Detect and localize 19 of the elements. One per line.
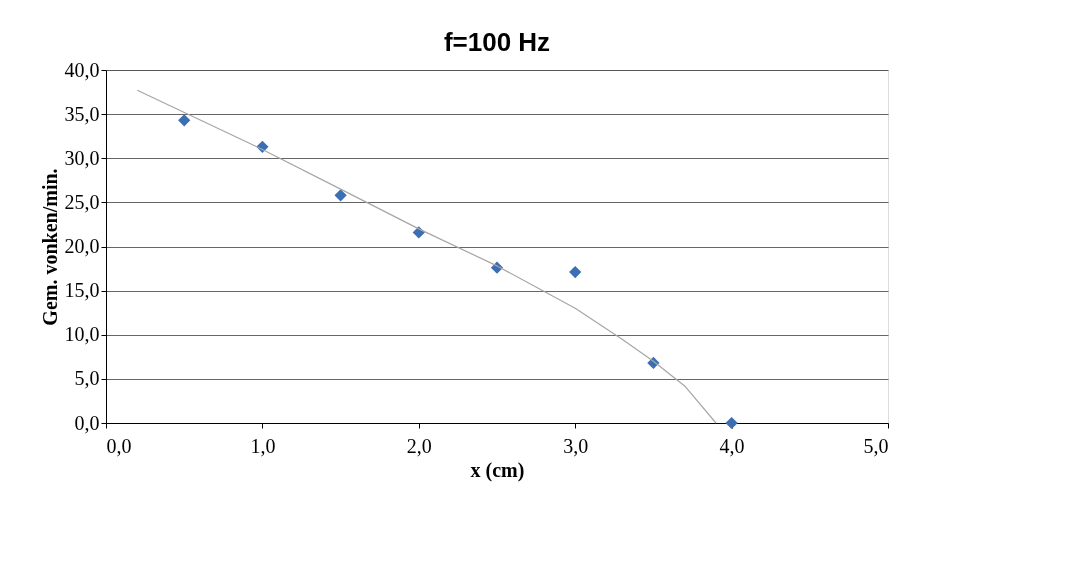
y-axis-title: Gem. vonken/min. <box>38 168 61 326</box>
line-series <box>136 89 717 424</box>
y-tick-label: 20,0 <box>64 235 100 257</box>
x-axis-title: x (cm) <box>470 458 525 482</box>
x-tick-label: 0,0 <box>106 434 132 457</box>
y-tick-label: 15,0 <box>64 279 100 302</box>
y-tick-label: 25,0 <box>64 190 100 213</box>
x-tick-label: 4,0 <box>719 434 745 457</box>
y-tick-label: 30,0 <box>64 146 100 169</box>
x-tick-label: 2,0 <box>406 434 432 457</box>
y-tick-label: 0,0 <box>74 411 100 434</box>
chart-title: f=100 Hz <box>443 27 551 57</box>
y-tick-label: 5,0 <box>74 367 100 390</box>
y-tick-label: 10,0 <box>64 323 100 346</box>
x-tick-label: 3,0 <box>563 434 589 457</box>
x-tick-label: 5,0 <box>863 434 889 457</box>
x-tick-label: 1,0 <box>250 434 276 457</box>
y-tick-label: 35,0 <box>64 102 100 125</box>
y-tick-label: 40,0 <box>64 58 100 81</box>
